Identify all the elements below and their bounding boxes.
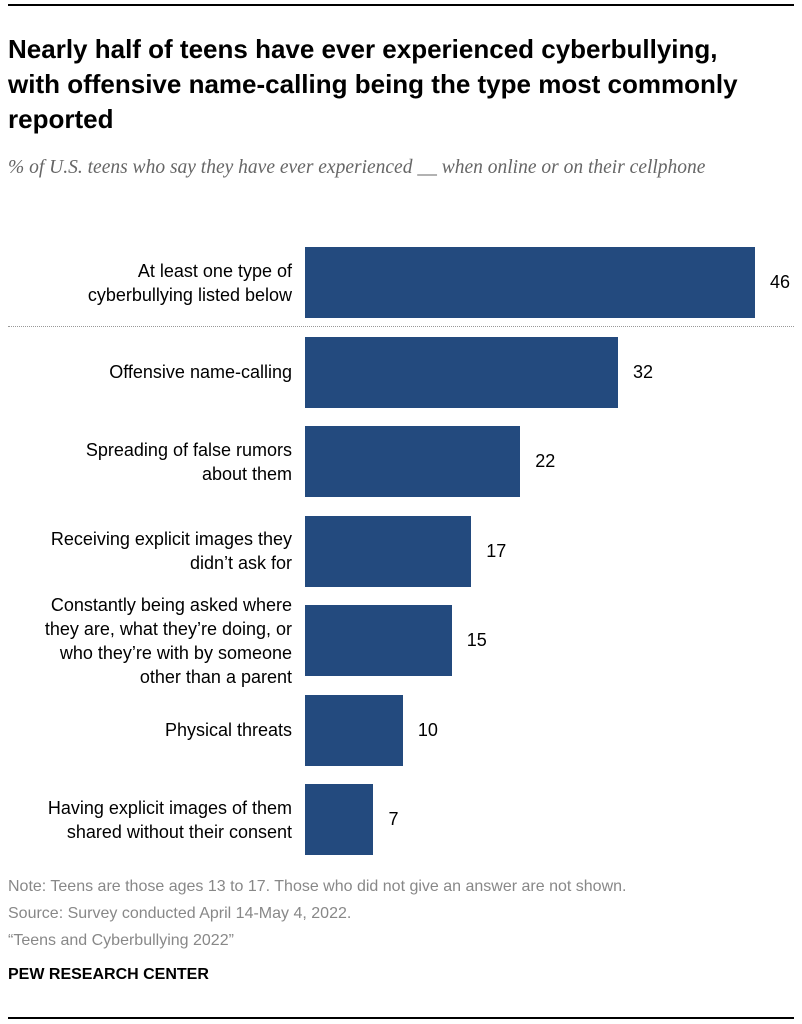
- category-label-row: At least one type of cyberbullying liste…: [20, 247, 292, 318]
- category-label-row: Spreading of false rumors about them: [20, 426, 292, 497]
- category-label-row: Physical threats: [20, 695, 292, 766]
- category-label: Spreading of false rumors about them: [85, 439, 292, 484]
- value-label: 17: [486, 540, 507, 561]
- category-label: Constantly being asked where they are, w…: [44, 594, 292, 687]
- category-label-row: Receiving explicit images they didn’t as…: [20, 516, 292, 587]
- category-label-row: Offensive name-calling: [20, 337, 292, 408]
- bar: [305, 515, 472, 587]
- source: Source: Survey conducted April 14-May 4,…: [8, 905, 352, 922]
- value-label: 15: [466, 630, 487, 650]
- note: Note: Teens are those ages 13 to 17. Tho…: [8, 878, 627, 895]
- category-label: Having explicit images of them shared wi…: [47, 797, 292, 842]
- bar: [305, 426, 521, 497]
- category-label: Offensive name-calling: [109, 362, 292, 382]
- chart-subtitle: % of U.S. teens who say they have ever e…: [8, 157, 706, 178]
- category-label: At least one type of cyberbullying liste…: [87, 260, 292, 305]
- category-label-row: Constantly being asked where they are, w…: [20, 595, 292, 687]
- bottom-rule: [8, 1017, 794, 1019]
- chart-title: Nearly half of teens have ever experienc…: [8, 34, 738, 134]
- bar: [305, 694, 403, 766]
- bar: [305, 247, 755, 318]
- credit: PEW RESEARCH CENTER: [8, 966, 209, 983]
- separator: [8, 326, 794, 327]
- bar: [305, 784, 374, 855]
- value-label: 10: [417, 719, 438, 740]
- bar: [305, 605, 452, 676]
- value-label: 46: [770, 272, 791, 292]
- value-label: 22: [535, 451, 556, 471]
- category-label: Receiving explicit images they didn’t as…: [50, 529, 292, 573]
- category-label-row: Having explicit images of them shared wi…: [20, 784, 292, 855]
- bar: [305, 336, 619, 408]
- value-label: 32: [633, 361, 654, 382]
- category-label: Physical threats: [164, 720, 292, 740]
- report: “Teens and Cyberbullying 2022”: [8, 932, 234, 949]
- top-rule: [8, 4, 794, 6]
- value-label: 7: [388, 809, 399, 829]
